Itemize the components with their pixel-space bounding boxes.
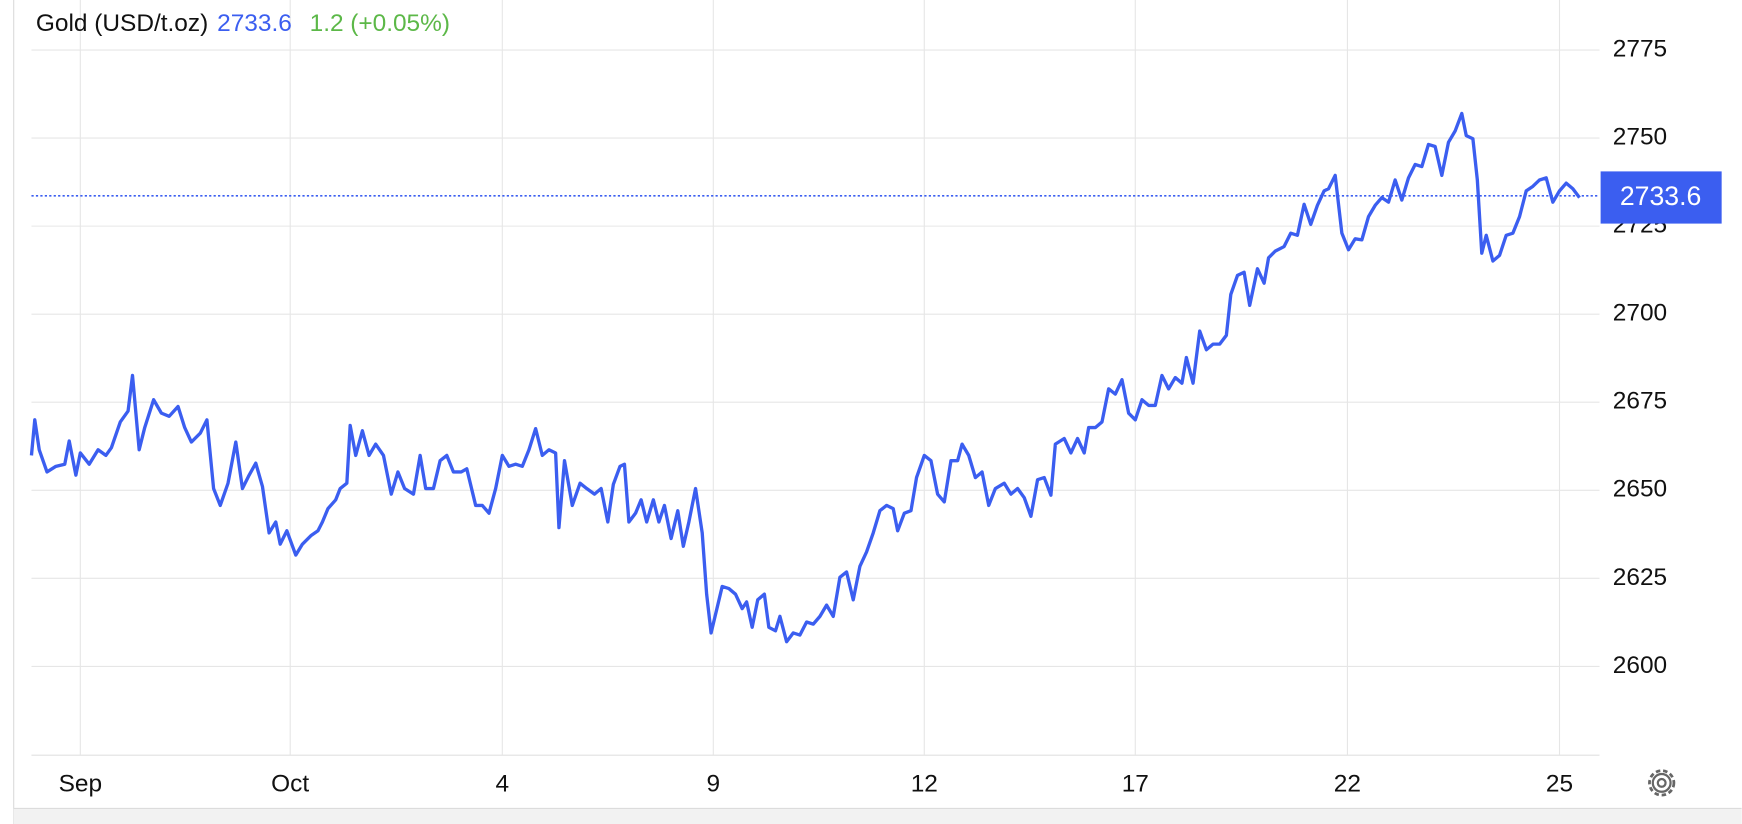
x-tick-label: 12 [911,771,938,798]
gear-hole [1656,777,1667,788]
last-price: 2733.6 [217,10,292,37]
chart-title: Gold (USD/t.oz) [36,10,208,37]
y-tick-label: 2600 [1613,652,1667,679]
x-tick-label: Sep [59,771,102,798]
last-price-label: 2733.6 [1620,181,1701,211]
bottom-strip [13,808,1742,824]
x-tick-label: 25 [1546,771,1573,798]
gear-teeth [1648,769,1676,797]
y-tick-label: 2625 [1613,564,1667,591]
price-change-percent: (+0.05%) [350,10,450,37]
x-tick-label: 22 [1334,771,1361,798]
y-tick-label: 2775 [1613,35,1667,62]
plot [29,111,1600,644]
y-tick-label: 2675 [1613,388,1667,415]
gear-body [1651,772,1672,793]
x-tick-label: 4 [496,771,510,798]
price-line-series [29,111,1581,644]
x-tick-label: 17 [1122,771,1149,798]
y-tick-label: 2700 [1613,300,1667,327]
x-tick-label: 9 [707,771,721,798]
x-tick-label: Oct [271,771,309,798]
y-tick-label: 2750 [1613,124,1667,151]
grid [31,0,1600,756]
settings-icon[interactable] [1648,769,1676,797]
price-change: 1.2 [310,10,344,37]
y-tick-label: 2650 [1613,476,1667,503]
last-price-box [1600,171,1722,224]
